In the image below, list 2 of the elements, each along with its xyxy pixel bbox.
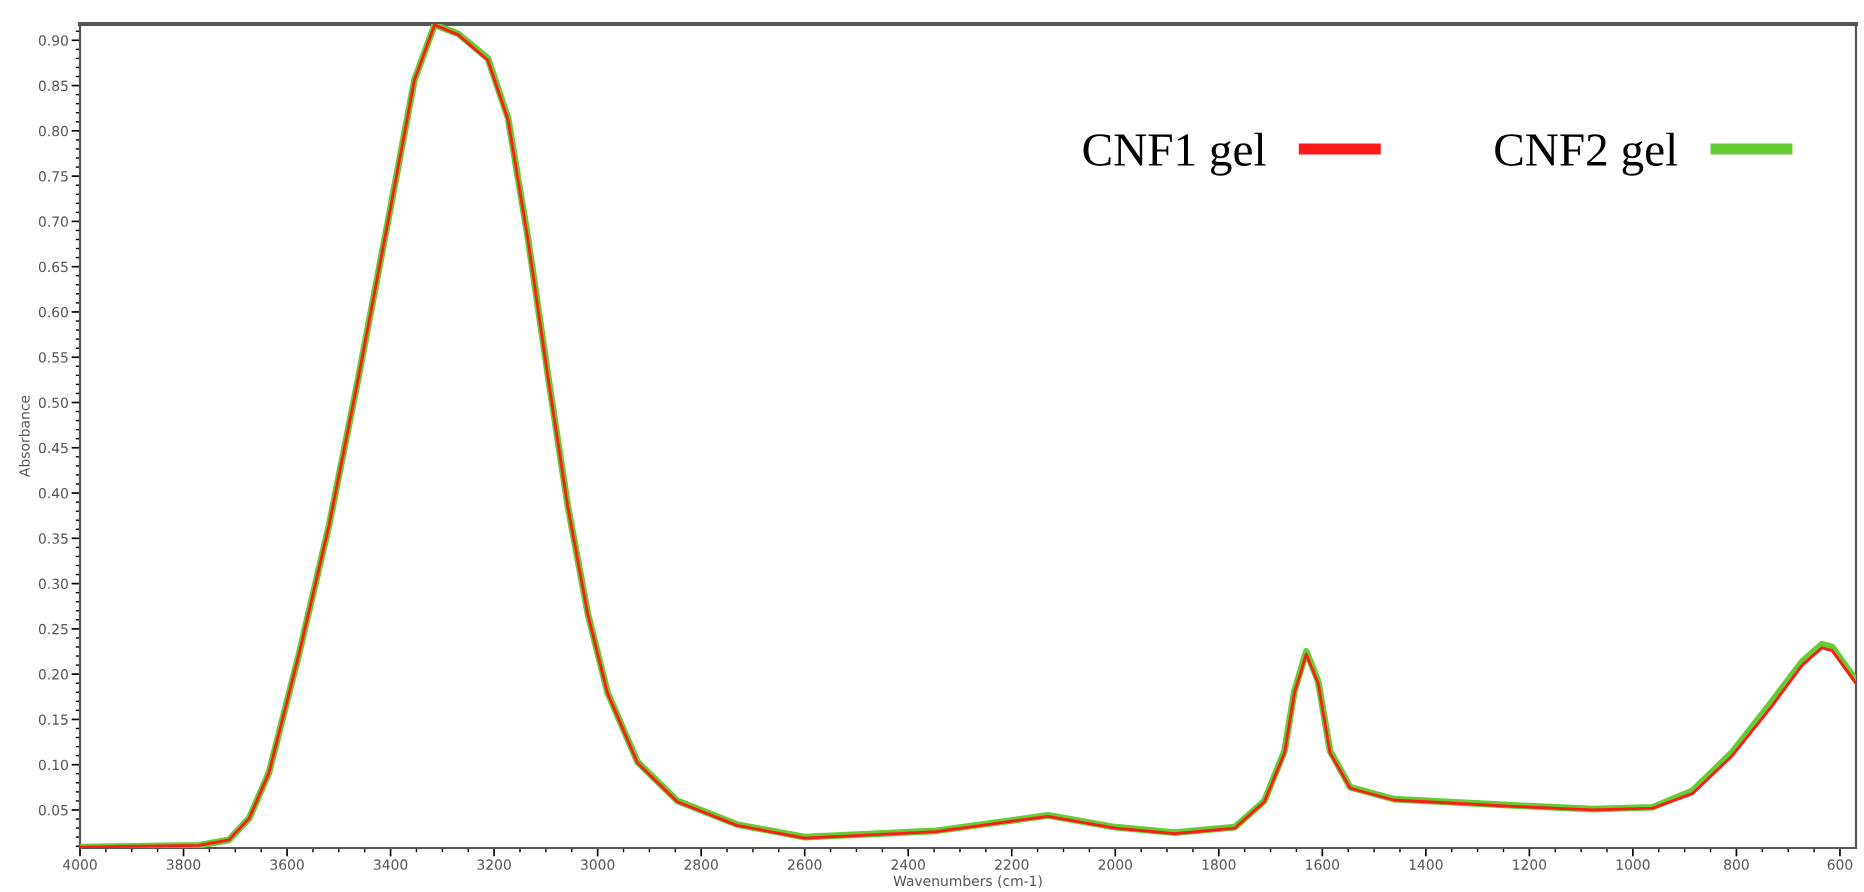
legend-label: CNF2 gel	[1495, 132, 1678, 176]
legend-label: CNF1 gel	[1083, 132, 1266, 176]
